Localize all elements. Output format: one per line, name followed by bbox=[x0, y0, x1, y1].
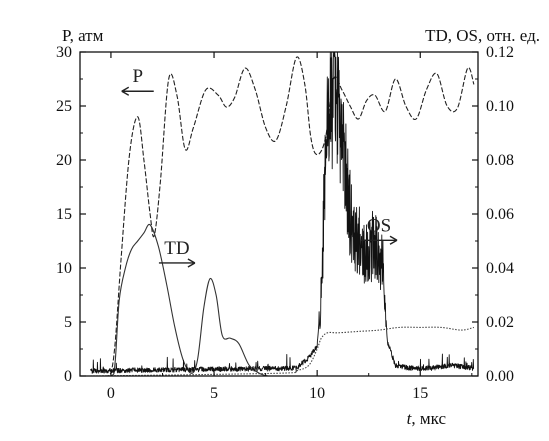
arrow-right-icon bbox=[389, 235, 398, 245]
series-annotation-label: P bbox=[132, 66, 143, 87]
left-y-tick-label: 25 bbox=[56, 98, 72, 115]
series-line-td bbox=[90, 223, 268, 377]
series-annotation-label: OS bbox=[367, 215, 391, 236]
right-y-tick-label: 0.02 bbox=[486, 314, 514, 331]
x-tick-label: 5 bbox=[210, 385, 218, 402]
left-y-tick-label: 15 bbox=[56, 206, 72, 223]
x-tick-label: 15 bbox=[412, 385, 428, 402]
x-axis-title-rest: , мкс bbox=[411, 409, 446, 428]
right-y-tick-label: 0.10 bbox=[486, 98, 514, 115]
x-axis-title: t, мкс bbox=[407, 409, 447, 428]
series-line-os bbox=[90, 51, 475, 374]
left-y-tick-label: 20 bbox=[56, 152, 72, 169]
x-axis-title-italic: t bbox=[407, 409, 413, 428]
left-y-tick-label: 5 bbox=[64, 314, 72, 331]
right-y-tick-label: 0.04 bbox=[486, 260, 514, 277]
series-group bbox=[90, 51, 475, 377]
series-annotation-label: TD bbox=[164, 238, 189, 259]
ticks-group: 0 5 10 15 20 25 30 0.00 0.02 0.04 0.06 0.08 0.10 0.12… bbox=[56, 44, 514, 402]
series-line-p bbox=[90, 56, 475, 377]
right-y-tick-label: 0.06 bbox=[486, 206, 514, 223]
arrow-left-icon bbox=[121, 86, 130, 96]
right-y-tick-label: 0.12 bbox=[486, 44, 514, 61]
series-line-baseline bbox=[90, 326, 475, 377]
right-axis-title: TD, OS, отн. ед. bbox=[425, 26, 540, 45]
left-y-tick-label: 30 bbox=[56, 44, 72, 61]
annotations-group: P TD OS bbox=[121, 66, 398, 268]
left-axis-title: P, атм bbox=[62, 26, 104, 45]
left-y-tick-label: 0 bbox=[64, 368, 72, 385]
right-y-tick-label: 0.08 bbox=[486, 152, 514, 169]
plot-frame bbox=[79, 51, 479, 377]
x-tick-label: 0 bbox=[107, 385, 115, 402]
arrow-right-icon bbox=[187, 258, 196, 268]
left-y-tick-label: 10 bbox=[56, 260, 72, 277]
right-y-tick-label: 0.00 bbox=[486, 368, 514, 385]
x-tick-label: 10 bbox=[309, 385, 325, 402]
